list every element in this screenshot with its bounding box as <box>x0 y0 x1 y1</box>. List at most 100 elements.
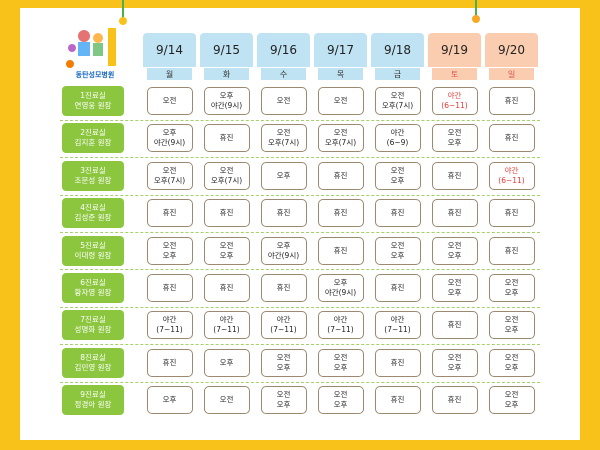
schedule-cell: 오전 오후 <box>317 386 364 415</box>
cell-text: 오전 <box>333 96 348 105</box>
cell-text: 오후(7시) <box>210 175 243 185</box>
schedule-cell: 휴진 <box>488 236 535 265</box>
cell-text: 야간 <box>276 315 291 325</box>
cell-text: 오후 <box>333 362 348 372</box>
doctor: 성명화 원장 <box>74 325 112 335</box>
cell-text: 오전 <box>504 278 519 287</box>
row-separator <box>60 269 540 271</box>
day-header: 금 <box>375 68 420 80</box>
schedule-cell: 휴진 <box>317 161 364 190</box>
schedule-cell: 오전 오후 <box>488 348 535 377</box>
cell-text: 휴진 <box>333 245 348 255</box>
cell-text: 휴진 <box>390 208 405 218</box>
schedule-cell: 휴진 <box>146 348 193 377</box>
schedule-cell: 휴진 <box>146 199 193 228</box>
cell-text: (7~11) <box>270 325 297 335</box>
pin <box>119 17 127 25</box>
schedule-cell: 휴진 <box>317 236 364 265</box>
row-separator <box>60 344 540 346</box>
cell-text: 오후 <box>162 250 177 260</box>
row-separator <box>60 381 540 383</box>
doctor: 연영웅 원장 <box>74 101 112 110</box>
schedule-cell: 오전 오후 <box>203 236 250 265</box>
schedule-cell: 휴진 <box>146 274 193 302</box>
cell-text: 오후(7시) <box>267 138 300 148</box>
day-header: 화 <box>204 68 249 80</box>
schedule-cell: 오전 오후 <box>260 386 307 415</box>
hanger <box>122 0 124 20</box>
schedule-cell: 휴진 <box>203 124 250 153</box>
day-header: 토 <box>432 68 477 80</box>
cell-text: 오후 <box>162 395 177 405</box>
schedule-cell: 오전 오후(7시) <box>374 87 421 115</box>
cell-text: 휴진 <box>219 133 234 143</box>
doctor-label: 6진료실 황자영 원장 <box>62 273 124 303</box>
cell-text: 휴진 <box>162 208 177 218</box>
date-header: 9/18 <box>371 33 424 67</box>
doctor: 김민영 원장 <box>74 362 112 372</box>
doctor: 황자영 원장 <box>74 288 112 297</box>
cell-text: 오전 <box>162 240 177 250</box>
cell-text: (7~11) <box>213 325 240 335</box>
cell-text: 오후 <box>390 175 405 185</box>
day-header: 목 <box>318 68 363 80</box>
cell-text: 오전 <box>333 352 348 362</box>
doctor: 김성준 원장 <box>74 213 112 223</box>
room: 7진료실 <box>80 315 106 325</box>
schedule-cell: 오전 <box>317 87 364 115</box>
cell-text: 오전 <box>333 128 348 138</box>
cell-text: 오전 <box>447 240 462 250</box>
schedule-cell: 오전 오후 <box>431 274 478 302</box>
day-header: 일 <box>489 68 534 80</box>
row-separator <box>60 194 540 196</box>
cell-text: 오후 <box>504 400 519 410</box>
cell-text: 오후 <box>276 240 291 250</box>
doctor-label: 4진료실 김성준 원장 <box>62 198 124 229</box>
schedule-cell: 휴진 <box>431 386 478 415</box>
schedule-cell: 오전 오후 <box>431 124 478 153</box>
cell-text: 오후 <box>504 325 519 335</box>
cell-text: 오후 <box>504 288 519 297</box>
room: 3진료실 <box>80 165 106 175</box>
schedule-cell: 휴진 <box>374 199 421 228</box>
cell-text: 오전 <box>219 165 234 175</box>
row-separator <box>60 157 540 159</box>
cell-text: (7~11) <box>327 325 354 335</box>
cell-text: 휴진 <box>390 395 405 405</box>
cell-text: 오후 <box>447 138 462 148</box>
cell-text: 오전 <box>447 352 462 362</box>
cell-text: (6~9) <box>386 138 409 148</box>
schedule-cell: 오전 오후 <box>488 274 535 302</box>
date-header: 9/16 <box>257 33 310 67</box>
cell-text: 오전 <box>333 390 348 400</box>
cell-text: 오전 <box>504 352 519 362</box>
cell-text: 오전 <box>162 96 177 105</box>
schedule-cell: 오전 <box>260 87 307 115</box>
row-separator <box>60 306 540 308</box>
cell-text: 오전 <box>276 96 291 105</box>
cell-text: 오전 <box>276 128 291 138</box>
schedule-cell: 오후 야간(9시) <box>260 236 307 265</box>
cell-text: 휴진 <box>447 208 462 218</box>
cell-text: 휴진 <box>447 395 462 405</box>
cell-text: 야간(9시) <box>210 101 243 110</box>
cell-text: 휴진 <box>390 283 405 292</box>
schedule-cell: 휴진 <box>260 199 307 228</box>
schedule-cell: 오전 오후 <box>374 236 421 265</box>
doctor: 김지훈 원장 <box>74 138 112 148</box>
cell-text: 오후 <box>504 362 519 372</box>
room: 4진료실 <box>80 203 106 213</box>
cell-text: 야간 <box>390 315 405 325</box>
doctor: 이대령 원장 <box>74 250 112 260</box>
cell-text: (6~11) <box>498 175 525 185</box>
row-separator <box>60 231 540 233</box>
cell-text: 오후(7시) <box>324 138 357 148</box>
schedule-cell: 오후 <box>146 386 193 415</box>
schedule-cell: 오전 오후 <box>431 236 478 265</box>
cell-text: 야간 <box>162 315 177 325</box>
schedule-cell: 오전 오후(7시) <box>260 124 307 153</box>
cell-text: 오후(7시) <box>381 101 414 110</box>
cell-text: 오후(7시) <box>153 175 186 185</box>
cell-text: 오전 <box>390 91 405 100</box>
schedule-cell: 휴진 <box>431 199 478 228</box>
